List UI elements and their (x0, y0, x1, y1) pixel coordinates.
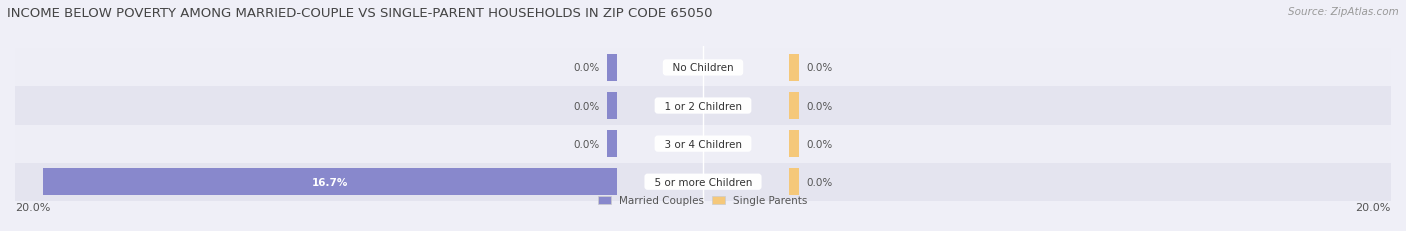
Text: 0.0%: 0.0% (806, 139, 832, 149)
Text: 0.0%: 0.0% (574, 63, 600, 73)
Text: 0.0%: 0.0% (806, 177, 832, 187)
Bar (789, 55, 800, 82)
Text: 20.0%: 20.0% (15, 202, 51, 212)
Text: 1 or 2 Children: 1 or 2 Children (658, 101, 748, 111)
Text: 3 or 4 Children: 3 or 4 Children (658, 139, 748, 149)
Text: 5 or more Children: 5 or more Children (648, 177, 758, 187)
Bar (789, 130, 800, 158)
Bar (789, 168, 800, 196)
Text: 0.0%: 0.0% (574, 101, 600, 111)
Bar (42, 168, 617, 196)
Text: No Children: No Children (666, 63, 740, 73)
Bar (15, 163, 1391, 201)
Text: 20.0%: 20.0% (1355, 202, 1391, 212)
Bar (606, 55, 617, 82)
Text: Source: ZipAtlas.com: Source: ZipAtlas.com (1288, 7, 1399, 17)
Text: 16.7%: 16.7% (312, 177, 347, 187)
Text: 0.0%: 0.0% (806, 101, 832, 111)
Legend: Married Couples, Single Parents: Married Couples, Single Parents (599, 195, 807, 205)
Bar (15, 87, 1391, 125)
Text: 0.0%: 0.0% (806, 63, 832, 73)
Bar (15, 125, 1391, 163)
Bar (606, 130, 617, 158)
Bar (789, 92, 800, 120)
Text: 0.0%: 0.0% (574, 139, 600, 149)
Text: INCOME BELOW POVERTY AMONG MARRIED-COUPLE VS SINGLE-PARENT HOUSEHOLDS IN ZIP COD: INCOME BELOW POVERTY AMONG MARRIED-COUPL… (7, 7, 713, 20)
Bar (15, 49, 1391, 87)
Bar (606, 92, 617, 120)
